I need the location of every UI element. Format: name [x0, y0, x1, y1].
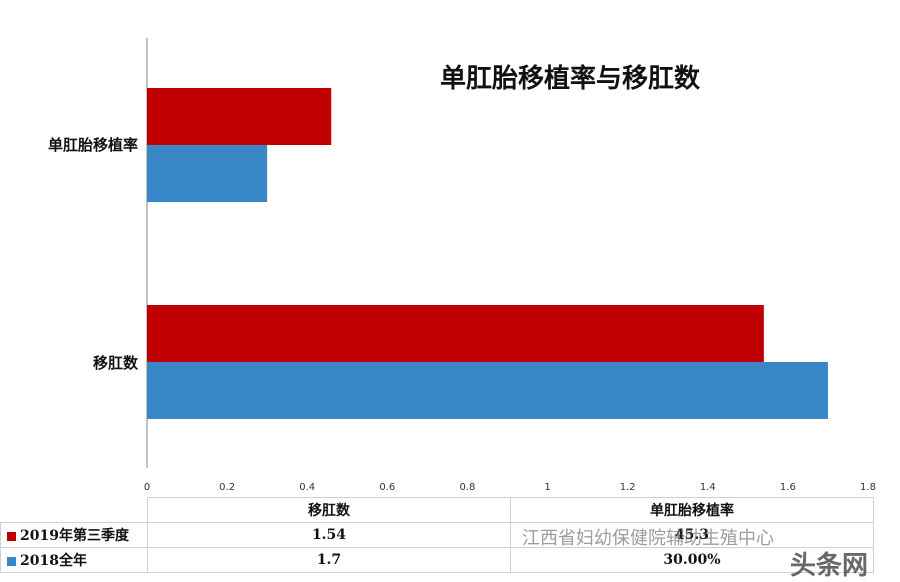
x-tick-label: 1.2	[620, 482, 636, 493]
table-corner	[0, 497, 148, 523]
table-header-row: 移肛数 单肛胎移植率	[0, 497, 874, 523]
legend-2019q3: 2019年第三季度	[0, 522, 148, 548]
legend-label: 2018全年	[20, 553, 87, 569]
legend-swatch-icon	[7, 556, 16, 566]
table-header-embryo-count: 移肛数	[147, 497, 511, 523]
x-tick-label: 1.8	[860, 482, 876, 493]
bar-2018-transplant-rate	[147, 145, 268, 202]
x-tick-label: 1.4	[700, 482, 716, 493]
table-cell: 1.7	[147, 547, 511, 573]
category-label-embryo-count: 移肛数	[92, 354, 138, 372]
x-tick-label: 0.4	[299, 482, 315, 493]
watermark-logo-text: 头条网	[790, 551, 869, 581]
x-tick-label: 0.8	[459, 482, 475, 493]
table-header-transplant-rate: 单肛胎移植率	[510, 497, 874, 523]
table-row: 2019年第三季度 1.54 45.3	[0, 522, 874, 548]
x-tick-label: 1	[544, 482, 550, 493]
legend-swatch-icon	[7, 531, 16, 541]
bar-2019q3-transplant-rate	[147, 88, 332, 145]
legend-label: 2019年第三季度	[20, 528, 129, 544]
legend-2018: 2018全年	[0, 547, 148, 573]
x-tick-label: 0.2	[219, 482, 235, 493]
bar-2018-embryo-count	[147, 362, 828, 419]
bar-chart: 0 0.2 0.4 0.6 0.8 1 1.2 1.4 1.6 1.8	[144, 38, 876, 493]
category-label-transplant-rate: 单肛胎移植率	[47, 136, 138, 154]
chart-title: 单肛胎移植率与移肛数	[440, 64, 701, 94]
x-tick-label: 0.6	[379, 482, 395, 493]
table-cell: 1.54	[147, 522, 511, 548]
table-cell: 30.00%	[510, 547, 874, 573]
watermark-text: 江西省妇幼保健院辅助生殖中心	[522, 528, 774, 549]
x-tick-label: 1.6	[780, 482, 796, 493]
x-tick-label: 0	[144, 482, 150, 493]
data-table: 移肛数 单肛胎移植率 2019年第三季度 1.54 45.3 2018全年 1.…	[0, 497, 874, 573]
bar-2019q3-embryo-count	[147, 305, 764, 362]
table-row: 2018全年 1.7 30.00%	[0, 547, 874, 573]
